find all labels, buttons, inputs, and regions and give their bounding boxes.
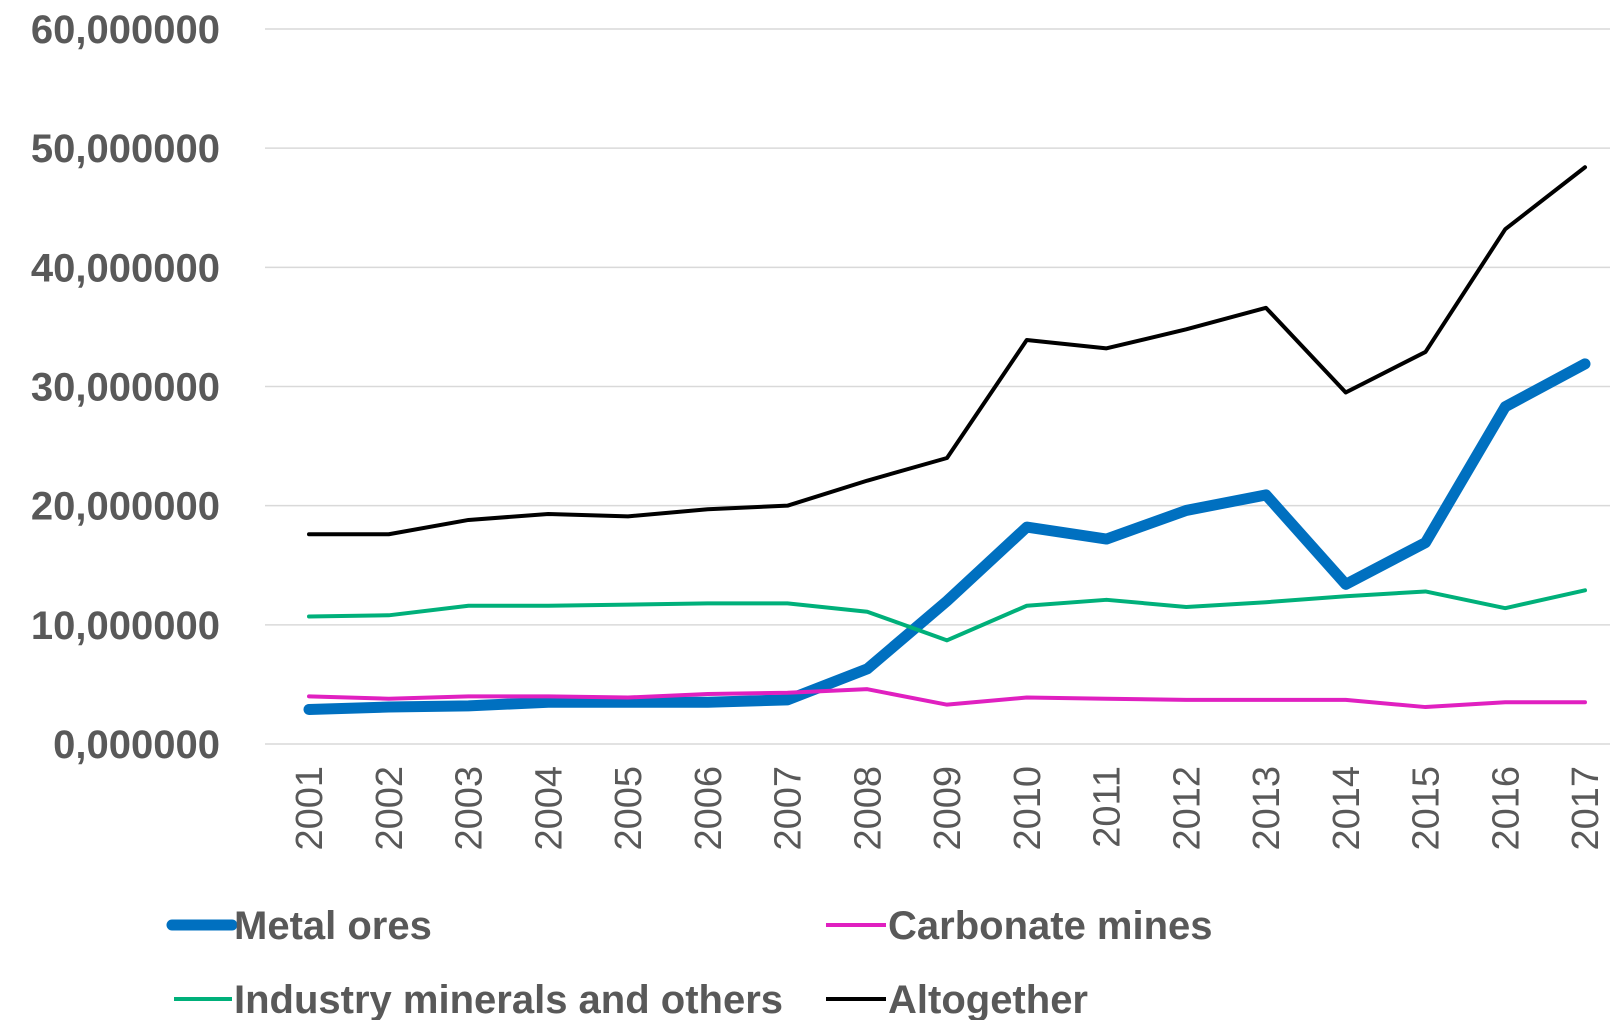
x-tick-label: 2016 xyxy=(1485,766,1527,851)
x-tick-label: 2007 xyxy=(768,766,810,851)
x-tick-label: 2006 xyxy=(688,766,730,851)
legend-label-metal-ores: Metal ores xyxy=(234,904,432,948)
x-axis-tick-labels: 2001 2002 2003 2004 2005 2006 2007 2008 2009 2010… xyxy=(289,766,1607,851)
series-line-altogether xyxy=(307,165,1587,537)
x-tick-label: 2012 xyxy=(1166,766,1208,851)
legend-label-altogether: Altogether xyxy=(888,978,1088,1020)
series-lines xyxy=(303,165,1591,715)
legend-item-metal-ores: Metal ores xyxy=(166,904,432,948)
x-tick-label: 2015 xyxy=(1406,766,1448,851)
x-tick-label: 2003 xyxy=(449,766,491,851)
series-line-metal-ores xyxy=(303,358,1591,715)
y-tick-label: 20,000000 xyxy=(31,485,220,529)
y-tick-label: 30,000000 xyxy=(31,366,220,410)
series-line-carbonate-mines xyxy=(307,687,1587,710)
x-tick-label: 2002 xyxy=(369,766,411,851)
legend: Metal ores Carbonate mines Industry mine… xyxy=(166,904,1213,1020)
x-tick-label: 2013 xyxy=(1246,766,1288,851)
legend-item-altogether: Altogether xyxy=(826,978,1088,1020)
y-tick-label: 10,000000 xyxy=(31,604,220,648)
x-tick-label: 2005 xyxy=(608,766,650,851)
x-tick-label: 2010 xyxy=(1007,766,1049,851)
x-tick-label: 2017 xyxy=(1565,766,1607,851)
gridlines xyxy=(265,28,1610,745)
x-tick-label: 2014 xyxy=(1326,766,1368,851)
legend-label-carbonate-mines: Carbonate mines xyxy=(888,904,1213,948)
legend-item-industry-minerals: Industry minerals and others xyxy=(174,978,783,1020)
x-tick-label: 2008 xyxy=(847,766,889,851)
x-tick-label: 2004 xyxy=(528,766,570,851)
series-line-industry-minerals-and-others xyxy=(307,588,1587,643)
y-tick-label: 40,000000 xyxy=(31,246,220,290)
legend-label-industry-minerals: Industry minerals and others xyxy=(234,978,783,1020)
x-tick-label: 2001 xyxy=(289,766,331,851)
x-tick-label: 2009 xyxy=(927,766,969,851)
x-tick-label: 2011 xyxy=(1087,766,1129,848)
y-axis-tick-labels: 0,000000 10,000000 20,000000 30,000000 40,00… xyxy=(31,8,220,767)
legend-item-carbonate-mines: Carbonate mines xyxy=(826,904,1213,948)
y-tick-label: 60,000000 xyxy=(31,8,220,52)
y-tick-label: 50,000000 xyxy=(31,127,220,171)
y-tick-label: 0,000000 xyxy=(53,723,220,767)
